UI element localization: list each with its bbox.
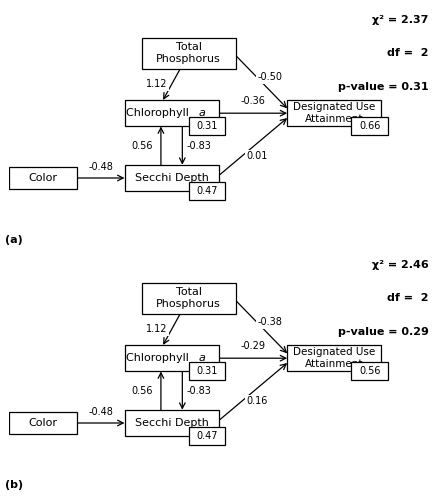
- Text: Secchi Depth: Secchi Depth: [135, 418, 209, 428]
- Bar: [287, 100, 381, 126]
- Text: (b): (b): [4, 480, 23, 490]
- Text: 0.56: 0.56: [131, 140, 153, 150]
- Text: df =  2: df = 2: [387, 294, 429, 304]
- Text: a: a: [198, 353, 205, 363]
- Text: Secchi Depth: Secchi Depth: [135, 173, 209, 183]
- Text: -0.38: -0.38: [258, 317, 282, 327]
- Bar: [189, 182, 225, 200]
- Text: df =  2: df = 2: [387, 48, 429, 58]
- Text: -0.83: -0.83: [186, 386, 211, 396]
- Bar: [351, 362, 388, 380]
- Text: 1.12: 1.12: [146, 324, 167, 334]
- Text: -0.29: -0.29: [240, 341, 265, 351]
- Text: p-value = 0.31: p-value = 0.31: [338, 82, 429, 92]
- Text: -0.48: -0.48: [89, 407, 113, 417]
- Bar: [351, 118, 388, 136]
- Text: Designated Use
Attainment: Designated Use Attainment: [293, 102, 376, 124]
- Text: p-value = 0.29: p-value = 0.29: [338, 327, 429, 337]
- Text: 0.31: 0.31: [196, 366, 218, 376]
- Text: 0.16: 0.16: [247, 396, 268, 406]
- Bar: [142, 282, 236, 314]
- Bar: [9, 167, 78, 189]
- Text: 0.31: 0.31: [196, 122, 218, 132]
- Text: -0.36: -0.36: [240, 96, 265, 106]
- Text: χ² = 2.37: χ² = 2.37: [372, 15, 429, 25]
- Text: χ² = 2.46: χ² = 2.46: [372, 260, 429, 270]
- Text: 1.12: 1.12: [146, 80, 167, 90]
- Text: -0.50: -0.50: [258, 72, 283, 82]
- Bar: [189, 427, 225, 445]
- Text: Chlorophyll: Chlorophyll: [126, 108, 192, 118]
- Text: Color: Color: [29, 418, 58, 428]
- Bar: [142, 38, 236, 69]
- Text: -0.83: -0.83: [186, 140, 211, 150]
- Text: 0.56: 0.56: [131, 386, 153, 396]
- Text: 0.66: 0.66: [359, 122, 380, 132]
- Bar: [9, 412, 78, 434]
- Text: Chlorophyll: Chlorophyll: [126, 353, 192, 363]
- Text: a: a: [198, 108, 205, 118]
- Text: Total
Phosphorus: Total Phosphorus: [157, 42, 221, 64]
- Bar: [124, 345, 219, 372]
- Text: 0.47: 0.47: [196, 186, 218, 196]
- Bar: [124, 165, 219, 191]
- Text: Total
Phosphorus: Total Phosphorus: [157, 288, 221, 309]
- Bar: [124, 100, 219, 126]
- Bar: [287, 345, 381, 372]
- Text: Designated Use
Attainment: Designated Use Attainment: [293, 348, 376, 369]
- Text: -0.48: -0.48: [89, 162, 113, 172]
- Text: 0.47: 0.47: [196, 431, 218, 441]
- Bar: [189, 362, 225, 380]
- Bar: [124, 410, 219, 436]
- Bar: [189, 118, 225, 136]
- Text: (a): (a): [4, 235, 22, 245]
- Text: 0.56: 0.56: [359, 366, 380, 376]
- Text: Color: Color: [29, 173, 58, 183]
- Text: 0.01: 0.01: [247, 152, 268, 162]
